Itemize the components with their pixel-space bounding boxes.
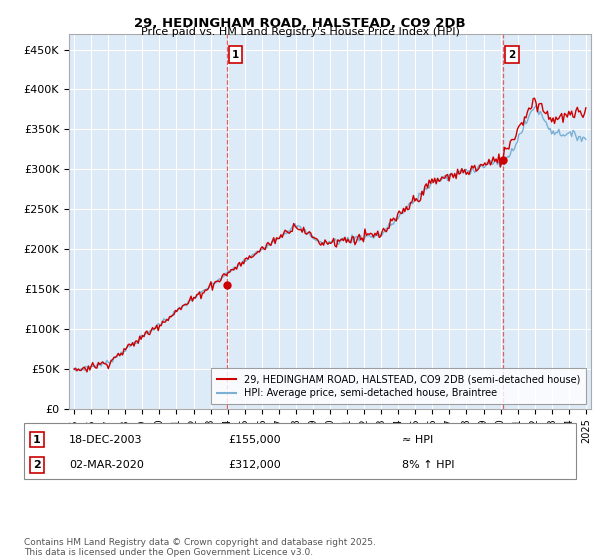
Text: 8% ↑ HPI: 8% ↑ HPI	[402, 460, 455, 470]
Text: 18-DEC-2003: 18-DEC-2003	[69, 435, 143, 445]
Text: £312,000: £312,000	[228, 460, 281, 470]
Text: Contains HM Land Registry data © Crown copyright and database right 2025.
This d: Contains HM Land Registry data © Crown c…	[24, 538, 376, 557]
Text: ≈ HPI: ≈ HPI	[402, 435, 433, 445]
Legend: 29, HEDINGHAM ROAD, HALSTEAD, CO9 2DB (semi-detached house), HPI: Average price,: 29, HEDINGHAM ROAD, HALSTEAD, CO9 2DB (s…	[211, 368, 586, 404]
Text: £155,000: £155,000	[228, 435, 281, 445]
Text: 2: 2	[509, 50, 516, 59]
Text: 29, HEDINGHAM ROAD, HALSTEAD, CO9 2DB: 29, HEDINGHAM ROAD, HALSTEAD, CO9 2DB	[134, 17, 466, 30]
Text: 2: 2	[33, 460, 41, 470]
Text: 1: 1	[232, 50, 239, 59]
Text: 1: 1	[33, 435, 41, 445]
Text: Price paid vs. HM Land Registry's House Price Index (HPI): Price paid vs. HM Land Registry's House …	[140, 27, 460, 37]
Text: 02-MAR-2020: 02-MAR-2020	[69, 460, 144, 470]
